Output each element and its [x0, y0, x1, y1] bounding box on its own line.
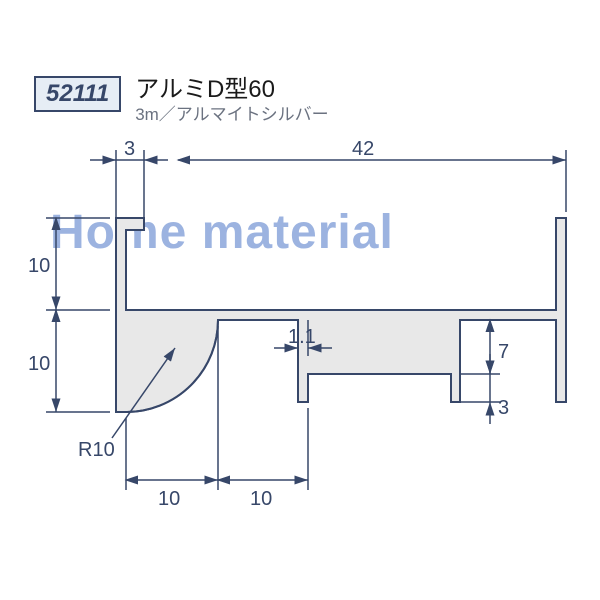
dim-right-lower: 3	[498, 397, 509, 419]
dim-top-left: 3	[124, 138, 135, 160]
dim-bottom-left: 10	[158, 488, 180, 510]
dim-left-upper: 10	[28, 255, 50, 277]
dim-left-lower: 10	[28, 353, 50, 375]
dim-thickness: 1.1	[288, 326, 316, 348]
dim-right-upper: 7	[498, 341, 509, 363]
dim-top-right: 42	[352, 138, 374, 160]
technical-drawing: 3 42 10 10 R10 10 10 1.1 7 3	[0, 0, 600, 600]
dim-radius: R10	[78, 439, 115, 461]
profile-shape	[116, 218, 566, 412]
dim-bottom-right: 10	[250, 488, 272, 510]
